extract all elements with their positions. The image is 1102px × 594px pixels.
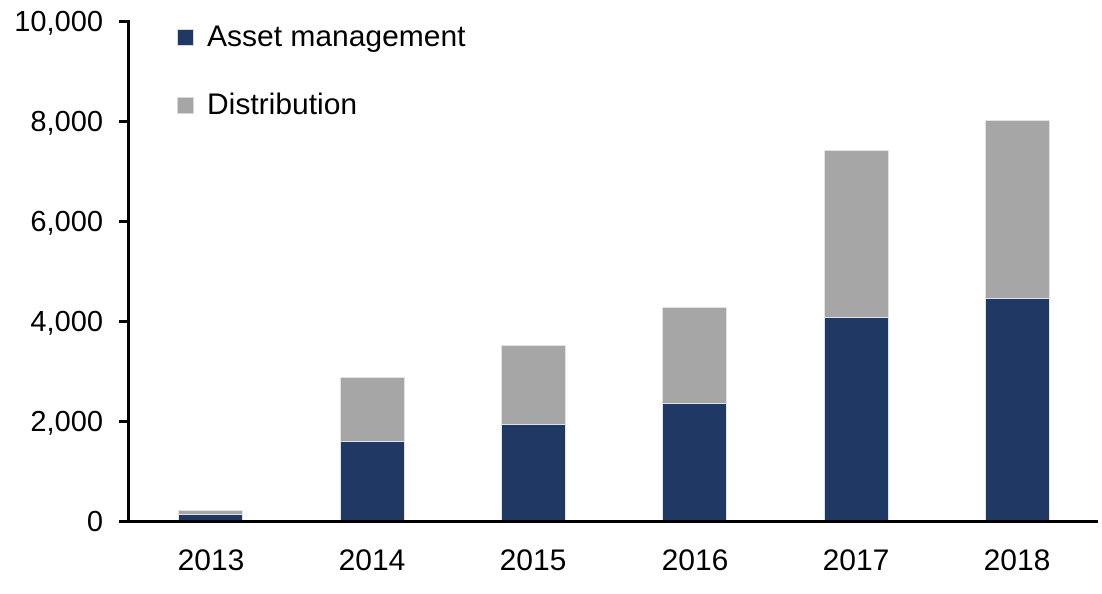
y-tick-label: 2,000 [30, 406, 103, 438]
bar-segment-asset-management [178, 515, 243, 520]
bar-segment-asset-management [824, 318, 889, 520]
bar-segment-asset-management [662, 404, 727, 520]
bar-segment-distribution [340, 377, 405, 442]
bar-segment-asset-management [340, 442, 405, 520]
x-tick-label: 2016 [661, 544, 729, 577]
x-tick-label: 2013 [177, 544, 245, 577]
y-axis-tick [119, 20, 128, 23]
y-axis-tick [119, 120, 128, 123]
y-tick-label: 10,000 [14, 6, 103, 38]
y-tick-label: 0 [86, 506, 103, 538]
x-tick-label: 2014 [338, 544, 406, 577]
bar-segment-distribution [662, 307, 727, 404]
legend-label-asset-management: Asset management [207, 20, 466, 53]
x-tick-label: 2015 [499, 544, 567, 577]
y-tick-label: 6,000 [30, 206, 103, 238]
bar-segment-asset-management [501, 425, 566, 520]
legend: Asset management Distribution [177, 20, 466, 157]
bar-segment-asset-management [985, 299, 1050, 520]
legend-label-distribution: Distribution [207, 88, 358, 121]
bar-segment-distribution [501, 345, 566, 425]
y-tick-label: 4,000 [30, 306, 103, 338]
y-axis-tick [119, 320, 128, 323]
y-axis-line [127, 20, 130, 523]
legend-item-asset-management: Asset management [177, 20, 466, 53]
bar-segment-distribution [985, 120, 1050, 299]
x-axis-line [127, 520, 1098, 523]
y-axis-tick [119, 220, 128, 223]
legend-swatch-asset-management [177, 28, 194, 46]
y-axis-tick [119, 520, 128, 523]
y-axis-tick [119, 420, 128, 423]
legend-item-distribution: Distribution [177, 88, 465, 121]
bar-segment-distribution [178, 510, 243, 515]
x-tick-label: 2017 [822, 544, 890, 577]
y-tick-label: 8,000 [30, 106, 103, 138]
legend-swatch-distribution [177, 96, 194, 114]
x-tick-label: 2018 [983, 544, 1051, 577]
bar-segment-distribution [824, 150, 889, 318]
